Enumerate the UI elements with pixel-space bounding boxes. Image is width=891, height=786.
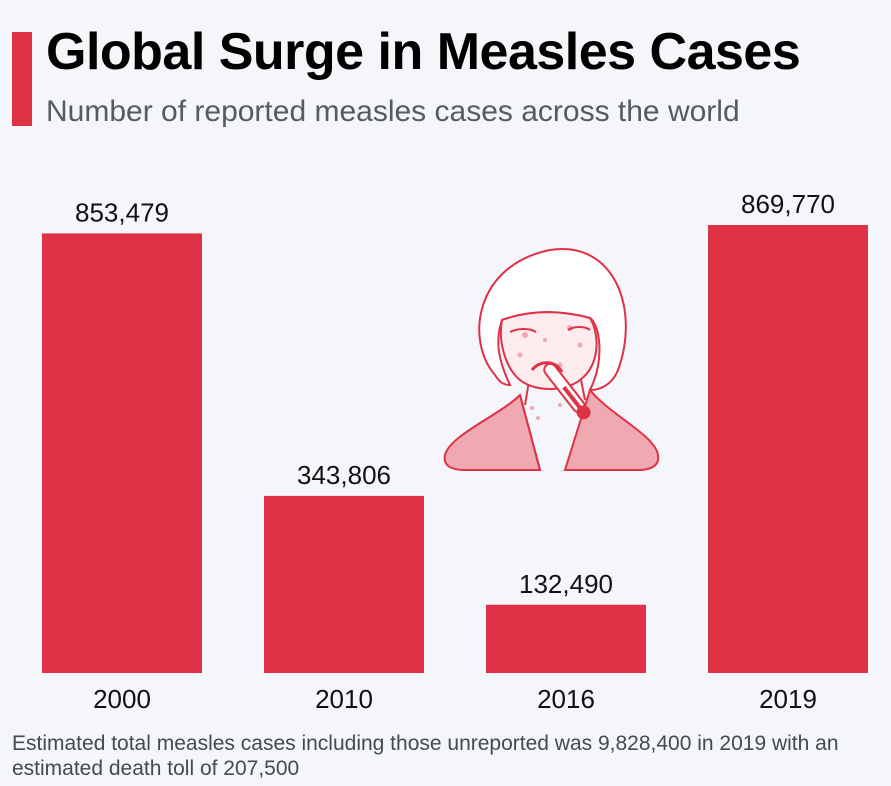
x-tick-label-2016: 2016 xyxy=(537,684,595,710)
chart-title: Global Surge in Measles Cases xyxy=(46,23,801,81)
bar-2016 xyxy=(486,604,646,673)
bar-2010 xyxy=(264,495,424,673)
thermometer-icon xyxy=(543,362,591,420)
chart-subtitle: Number of reported measles cases across … xyxy=(46,95,740,128)
bar-2000 xyxy=(42,233,202,673)
title-accent-bar xyxy=(12,32,32,126)
x-tick-label-2000: 2000 xyxy=(93,684,151,710)
x-tick-label-2010: 2010 xyxy=(315,684,373,710)
bar-2019 xyxy=(708,225,868,673)
bar-chart: 853,479 2000 343,806 2010 132,490 2016 869,770… xyxy=(42,189,868,710)
data-label-2010: 343,806 xyxy=(297,460,391,490)
footnote: Estimated total measles cases including … xyxy=(12,732,839,780)
data-label-2000: 853,479 xyxy=(75,197,169,227)
data-label-2019: 869,770 xyxy=(741,189,835,219)
x-tick-label-2019: 2019 xyxy=(759,684,817,710)
data-label-2016: 132,490 xyxy=(519,569,613,599)
